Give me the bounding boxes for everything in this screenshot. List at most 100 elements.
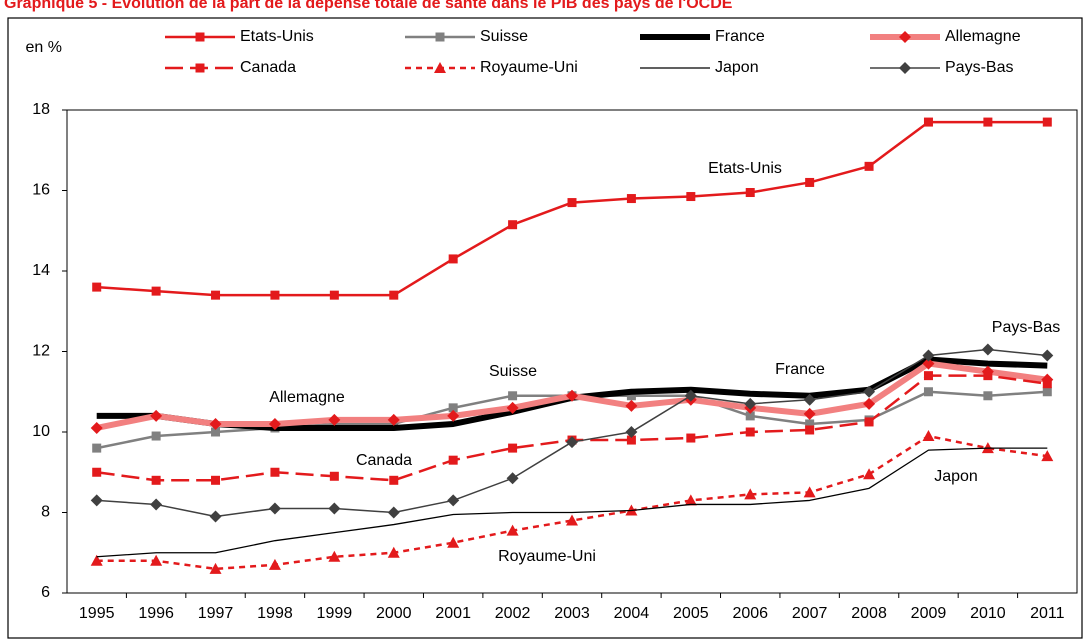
marker xyxy=(329,471,339,481)
marker xyxy=(922,349,935,362)
marker xyxy=(211,290,221,300)
marker xyxy=(863,397,876,410)
marker xyxy=(626,194,636,204)
marker xyxy=(744,397,757,410)
marker xyxy=(803,393,816,406)
marker xyxy=(983,391,993,401)
marker xyxy=(1041,349,1054,362)
y-tick-label: 18 xyxy=(32,101,50,118)
marker xyxy=(803,486,816,498)
x-tick-label: 2008 xyxy=(851,605,887,622)
marker xyxy=(506,401,519,414)
marker xyxy=(803,407,816,420)
y-tick-label: 10 xyxy=(32,423,50,440)
marker xyxy=(270,467,280,477)
legend-label: France xyxy=(715,28,765,45)
legend-item: Pays-Bas xyxy=(870,59,1013,76)
marker xyxy=(1041,450,1054,462)
annotation: Royaume-Uni xyxy=(498,548,596,565)
marker xyxy=(506,472,519,485)
x-tick-label: 2006 xyxy=(732,605,768,622)
marker xyxy=(328,413,341,426)
marker xyxy=(567,198,577,208)
marker xyxy=(684,389,697,402)
marker xyxy=(508,391,518,401)
marker xyxy=(745,411,755,421)
marker xyxy=(566,389,578,402)
series-line xyxy=(96,447,1048,558)
marker xyxy=(863,385,876,398)
x-tick-label: 2007 xyxy=(792,605,828,622)
marker xyxy=(387,413,400,426)
marker xyxy=(686,433,696,443)
marker xyxy=(863,468,876,480)
marker xyxy=(151,475,161,485)
marker xyxy=(864,417,874,427)
marker xyxy=(448,254,458,264)
marker xyxy=(90,494,103,507)
marker xyxy=(195,32,205,42)
y-tick-label: 6 xyxy=(41,584,50,601)
marker xyxy=(435,32,445,42)
marker xyxy=(448,403,458,413)
annotation: Allemagne xyxy=(269,389,345,406)
marker xyxy=(1042,379,1052,389)
legend-item: Royaume-Uni xyxy=(405,59,578,76)
marker xyxy=(209,562,222,574)
annotation: Canada xyxy=(356,452,412,469)
marker xyxy=(1042,387,1052,397)
x-tick-label: 2005 xyxy=(673,605,709,622)
x-tick-label: 2001 xyxy=(435,605,471,622)
marker xyxy=(195,63,205,73)
marker xyxy=(1042,117,1052,127)
marker xyxy=(151,286,161,296)
marker xyxy=(684,494,697,506)
marker xyxy=(626,435,636,445)
marker xyxy=(922,430,935,442)
marker xyxy=(983,371,993,381)
marker xyxy=(150,554,163,566)
chart-title: Graphique 5 - Evolution de la part de la… xyxy=(4,0,733,12)
annotation: Suisse xyxy=(489,363,537,380)
x-tick-label: 2010 xyxy=(970,605,1006,622)
chart-frame xyxy=(7,17,1083,639)
marker xyxy=(268,417,281,430)
marker xyxy=(805,425,815,435)
marker xyxy=(864,161,874,171)
marker xyxy=(625,426,638,438)
x-tick-label: 1996 xyxy=(138,605,174,622)
marker xyxy=(805,419,815,429)
marker xyxy=(686,192,696,202)
legend-item: Etats-Unis xyxy=(165,28,314,45)
annotation: France xyxy=(775,361,825,378)
marker xyxy=(447,494,460,507)
marker xyxy=(447,409,460,422)
x-tick-label: 1997 xyxy=(198,605,234,622)
legend-label: Suisse xyxy=(480,28,528,45)
marker xyxy=(90,554,103,566)
annotation: Etats-Unis xyxy=(708,160,782,177)
legend-item: France xyxy=(640,28,765,45)
x-tick-label: 2003 xyxy=(554,605,590,622)
marker xyxy=(151,431,161,441)
legend-item: Allemagne xyxy=(870,28,1021,45)
marker xyxy=(387,506,400,519)
series-line xyxy=(96,434,1048,571)
marker xyxy=(268,558,281,570)
x-tick-label: 1998 xyxy=(257,605,293,622)
x-tick-label: 1999 xyxy=(317,605,353,622)
marker xyxy=(90,421,103,434)
marker xyxy=(923,387,933,397)
marker xyxy=(329,290,339,300)
annotation: Japon xyxy=(934,468,978,485)
y-axis-label: en % xyxy=(26,39,62,56)
annotation: Pays-Bas xyxy=(992,319,1060,336)
legend-label: Allemagne xyxy=(945,28,1021,45)
marker xyxy=(150,409,163,422)
marker xyxy=(447,536,460,548)
marker xyxy=(923,117,933,127)
marker xyxy=(744,488,757,500)
marker xyxy=(923,371,933,381)
marker xyxy=(745,188,755,198)
